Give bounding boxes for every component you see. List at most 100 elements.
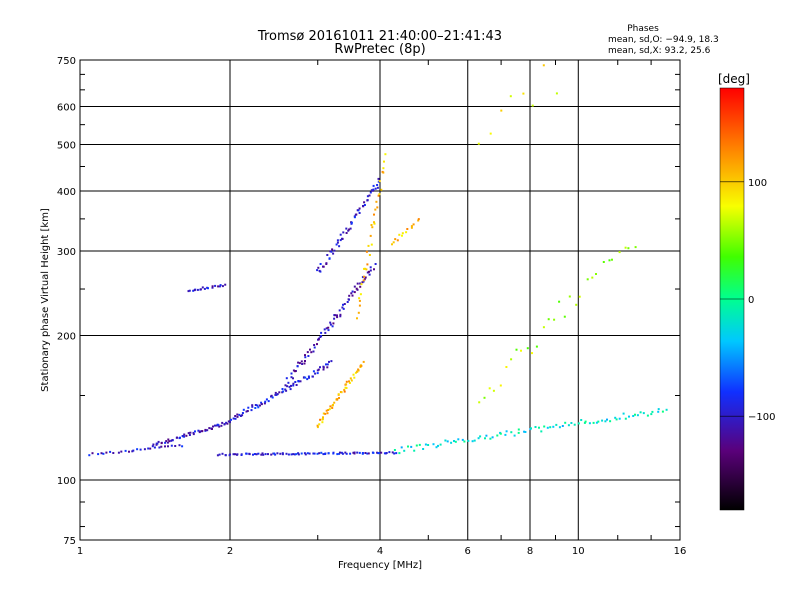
data-point <box>294 370 297 373</box>
data-point <box>336 316 339 319</box>
data-point <box>253 453 256 455</box>
data-point <box>201 430 204 433</box>
data-point <box>328 360 330 363</box>
data-point <box>371 189 374 192</box>
data-point <box>370 189 373 192</box>
data-point <box>473 439 476 442</box>
data-point <box>378 180 381 183</box>
data-point <box>358 451 361 454</box>
data-point <box>300 452 303 455</box>
data-point <box>304 354 306 357</box>
data-point <box>331 404 334 407</box>
data-point <box>347 298 350 301</box>
data-point <box>622 412 625 415</box>
data-point <box>232 417 235 420</box>
data-point <box>245 410 248 413</box>
data-point <box>242 408 245 411</box>
data-point <box>450 441 453 444</box>
data-point <box>337 393 340 396</box>
data-point <box>335 243 338 246</box>
data-point <box>224 283 227 286</box>
data-point <box>575 303 578 306</box>
data-point <box>367 452 370 455</box>
data-point <box>313 346 316 349</box>
data-point <box>332 252 335 255</box>
data-point <box>351 294 354 297</box>
data-point <box>368 254 371 256</box>
data-point <box>555 92 558 95</box>
data-point <box>345 380 348 383</box>
data-point <box>360 364 363 367</box>
data-point <box>285 452 288 455</box>
data-point <box>348 294 351 297</box>
data-point <box>322 412 325 415</box>
data-point <box>406 228 409 230</box>
data-point <box>317 368 320 371</box>
data-point <box>351 290 354 293</box>
data-point <box>509 95 512 98</box>
data-point <box>359 285 362 288</box>
data-point <box>391 451 394 454</box>
data-point <box>369 191 372 194</box>
data-point <box>153 446 156 449</box>
data-point <box>156 442 159 445</box>
data-point <box>504 433 507 436</box>
data-point <box>336 239 339 242</box>
data-point <box>160 442 163 445</box>
data-point <box>336 398 339 401</box>
data-point <box>128 450 130 453</box>
data-point <box>192 433 195 436</box>
data-point <box>304 356 307 359</box>
data-point <box>332 452 335 455</box>
data-point <box>158 446 161 449</box>
data-point <box>336 241 339 244</box>
data-point <box>471 440 474 443</box>
data-point <box>340 391 343 394</box>
data-point <box>517 431 520 434</box>
x-tick-label: 6 <box>465 546 471 557</box>
data-point <box>396 239 399 242</box>
data-point <box>176 436 178 439</box>
data-point <box>356 282 359 285</box>
data-point <box>329 321 332 324</box>
data-point <box>343 388 346 391</box>
data-point <box>333 401 336 404</box>
y-axis-ticks: 75 100 200 300 400 500 600 750 <box>57 56 680 547</box>
data-point <box>166 441 169 444</box>
data-point <box>526 347 529 350</box>
data-point <box>363 278 366 281</box>
y-tick-label: 400 <box>57 187 76 198</box>
data-point <box>292 377 294 380</box>
data-point <box>377 177 380 180</box>
data-point <box>197 429 200 432</box>
data-point <box>343 390 346 393</box>
data-point <box>362 275 365 278</box>
y-tick-label: 200 <box>57 332 76 343</box>
data-point <box>371 226 374 229</box>
x-axis-label: Frequency [MHz] <box>338 560 422 571</box>
data-point <box>355 213 358 216</box>
data-point <box>410 445 413 448</box>
data-point <box>318 269 321 272</box>
data-point <box>229 421 231 424</box>
data-point <box>211 285 214 288</box>
data-point <box>349 227 352 230</box>
data-point <box>353 452 356 455</box>
data-point <box>300 360 303 363</box>
data-point <box>347 229 350 232</box>
data-point <box>354 371 357 374</box>
data-point <box>317 338 320 341</box>
data-point <box>245 452 248 455</box>
data-point <box>341 452 344 455</box>
data-point <box>251 404 254 407</box>
data-point <box>356 288 359 291</box>
data-point <box>152 443 155 446</box>
data-point <box>189 431 192 434</box>
data-point <box>338 245 341 248</box>
data-point <box>310 351 313 354</box>
data-point <box>223 423 226 426</box>
data-point <box>352 373 355 376</box>
data-point <box>329 323 332 326</box>
data-point <box>232 453 235 456</box>
data-point <box>312 350 315 353</box>
